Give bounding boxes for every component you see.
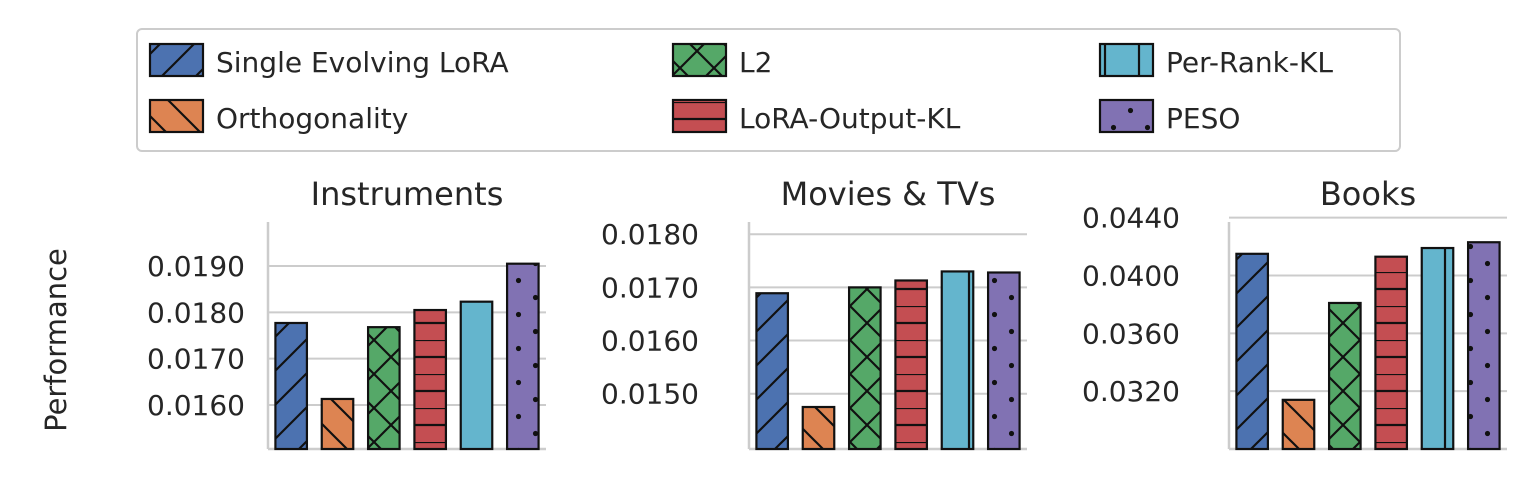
bar-l2 <box>1327 301 1362 451</box>
y-axis-label: Performance <box>39 248 73 432</box>
legend-swatch <box>1098 98 1155 134</box>
bar-peso <box>986 271 1021 451</box>
bar-orthogonality <box>1281 398 1316 451</box>
bar-peso <box>1466 241 1501 451</box>
y-tick-label: 0.0160 <box>601 325 699 358</box>
bar-peso <box>505 262 540 451</box>
y-tick-label: 0.0320 <box>1082 375 1180 408</box>
bar-per-rank-kl <box>1420 246 1455 451</box>
subplot-1: Movies & TVs 0.0150 0.0160 0.0170 0.0180 <box>601 175 1027 451</box>
subplot-0: Instruments 0.0160 0.0170 0.0180 0.0190 <box>147 175 546 451</box>
legend-entry: LoRA-Output-KL <box>671 98 961 135</box>
legend-entry: Orthogonality <box>148 98 408 135</box>
legend-entry: Per-Rank-KL <box>1098 42 1333 79</box>
legend-swatch <box>671 98 728 134</box>
y-tick-label: 0.0180 <box>147 296 245 329</box>
bar-orthogonality <box>801 405 836 451</box>
bar-lora-output-kl <box>1374 255 1409 451</box>
legend-entry: Single Evolving LoRA <box>148 42 509 79</box>
legend-label: Orthogonality <box>216 102 408 135</box>
subplot-2: Books 0.0320 0.0360 0.0400 0.0440 <box>1082 175 1507 451</box>
legend-entry: PESO <box>1098 98 1240 135</box>
bar-single-evolving-lora <box>1235 252 1270 451</box>
y-tick-label: 0.0190 <box>147 250 245 283</box>
bar-orthogonality <box>320 397 355 451</box>
legend-swatch <box>1098 42 1155 78</box>
legend-label: Single Evolving LoRA <box>216 46 509 79</box>
y-tick-label: 0.0180 <box>601 218 699 251</box>
legend-label: Per-Rank-KL <box>1166 46 1333 79</box>
legend-swatch <box>148 98 205 134</box>
bar-per-rank-kl <box>940 270 975 451</box>
y-tick-label: 0.0160 <box>147 389 245 422</box>
bar-per-rank-kl <box>459 300 494 451</box>
legend-frame <box>136 28 1401 152</box>
legend: Single Evolving LoRA Orthogonality L2 LoRA-… <box>136 28 1401 152</box>
legend-label: L2 <box>739 46 772 79</box>
legend-label: PESO <box>1166 102 1240 135</box>
y-tick-label: 0.0170 <box>147 343 245 376</box>
legend-swatch <box>148 42 205 78</box>
bar-single-evolving-lora <box>755 292 790 451</box>
bar-lora-output-kl <box>894 279 929 451</box>
bar-lora-output-kl <box>413 308 448 451</box>
y-tick-label: 0.0400 <box>1082 259 1180 292</box>
y-tick-label: 0.0170 <box>601 271 699 304</box>
y-tick-label: 0.0360 <box>1082 317 1180 350</box>
legend-swatch <box>671 42 728 78</box>
bar-l2 <box>847 286 882 451</box>
y-tick-label: 0.0150 <box>601 378 699 411</box>
subplot-title: Movies & TVs <box>781 175 996 213</box>
y-tick-label: 0.0440 <box>1082 202 1180 235</box>
bar-single-evolving-lora <box>274 321 309 451</box>
legend-label: LoRA-Output-KL <box>739 102 961 135</box>
legend-entry: L2 <box>671 42 772 79</box>
subplot-title: Instruments <box>311 175 504 213</box>
bar-l2 <box>366 326 401 451</box>
subplot-title: Books <box>1320 175 1416 213</box>
